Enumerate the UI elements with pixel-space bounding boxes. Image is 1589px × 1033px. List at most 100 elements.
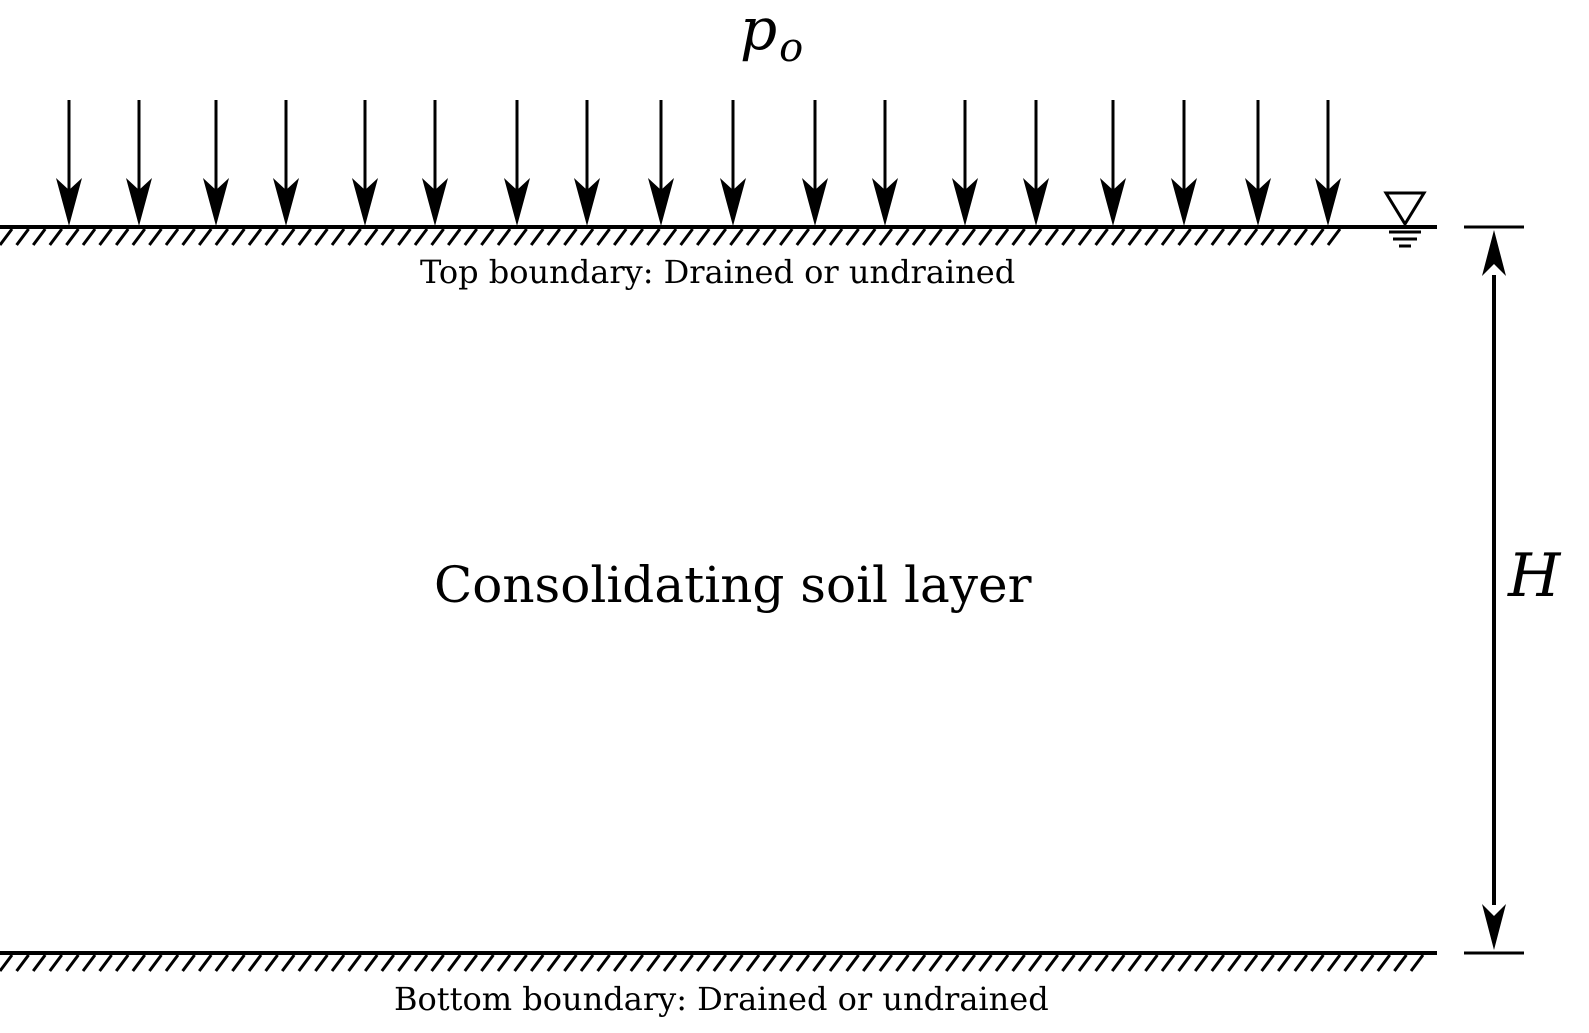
hatch-mark <box>247 954 263 972</box>
hatch-mark <box>463 228 478 246</box>
hatch-mark <box>629 954 644 972</box>
hatch-mark <box>1359 954 1375 972</box>
bottom-boundary-hatching <box>0 954 1425 972</box>
hatch-mark <box>845 954 860 972</box>
hatch-mark <box>1409 954 1425 972</box>
hatch-mark <box>1077 228 1093 246</box>
hatch-mark <box>264 954 279 972</box>
hatch-mark <box>945 228 960 246</box>
load-arrow <box>720 100 746 226</box>
hatch-mark <box>347 954 362 972</box>
hatch-mark <box>828 954 844 972</box>
hatch-mark <box>812 228 827 246</box>
hatch-mark <box>1210 954 1226 972</box>
dimension-arrowhead-top <box>1482 230 1506 276</box>
hatch-mark <box>862 228 877 246</box>
hatch-mark <box>0 954 14 972</box>
hatch-mark <box>895 954 910 972</box>
hatch-mark <box>181 228 196 246</box>
hatch-mark <box>48 954 63 972</box>
hatch-mark <box>945 954 960 972</box>
hatch-mark <box>380 228 395 246</box>
layer-label: Consolidating soil layer <box>434 556 1032 614</box>
hatch-mark <box>1310 228 1325 246</box>
hatch-mark <box>712 954 727 972</box>
hatch-mark <box>1177 954 1192 972</box>
hatch-mark <box>696 954 711 972</box>
hatch-mark <box>131 228 147 246</box>
hatch-mark <box>1061 228 1076 246</box>
hatch-mark <box>729 228 744 246</box>
hatch-mark <box>181 954 196 972</box>
hatch-mark <box>828 228 844 246</box>
hatch-mark <box>281 228 296 246</box>
hatch-mark <box>613 228 628 246</box>
hatch-mark <box>447 228 462 246</box>
hatch-mark <box>878 954 893 972</box>
hatch-mark <box>413 954 429 972</box>
hatch-mark <box>513 954 528 972</box>
hatch-mark <box>131 954 147 972</box>
hatch-mark <box>795 228 810 246</box>
hatch-mark <box>413 228 429 246</box>
hatch-mark <box>347 228 362 246</box>
hatch-mark <box>48 228 63 246</box>
hatch-mark <box>928 954 943 972</box>
load-arrow <box>273 100 299 226</box>
load-arrow <box>872 100 898 226</box>
load-label: po <box>740 0 803 68</box>
hatch-mark <box>762 228 777 246</box>
thickness-label: H <box>1508 541 1561 611</box>
hatch-mark <box>98 954 113 972</box>
load-symbol: p <box>740 0 778 63</box>
hatch-mark <box>530 954 545 972</box>
hatch-mark <box>1193 954 1209 972</box>
hatch-mark <box>862 954 877 972</box>
hatch-mark <box>314 954 329 972</box>
hatch-mark <box>563 954 578 972</box>
hatch-mark <box>1193 228 1209 246</box>
load-arrows <box>56 100 1341 226</box>
hatch-mark <box>214 954 230 972</box>
hatch-mark <box>596 228 611 246</box>
hatch-mark <box>314 228 329 246</box>
hatch-mark <box>961 954 976 972</box>
hatch-mark <box>1110 228 1126 246</box>
load-arrow <box>574 100 600 226</box>
top-boundary-hatching <box>0 228 1342 246</box>
hatch-mark <box>297 228 312 246</box>
hatch-mark <box>397 954 412 972</box>
hatch-mark <box>646 954 661 972</box>
hatch-mark <box>1044 954 1060 972</box>
hatch-mark <box>15 954 30 972</box>
hatch-mark <box>1011 228 1026 246</box>
hatch-mark <box>1227 954 1242 972</box>
hatch-mark <box>1027 228 1043 246</box>
hatch-mark <box>662 228 678 246</box>
hatch-mark <box>1077 954 1093 972</box>
hatch-mark <box>463 954 478 972</box>
hatch-mark <box>712 228 727 246</box>
hatch-mark <box>779 228 794 246</box>
hatch-mark <box>32 228 47 246</box>
hatch-mark <box>65 228 80 246</box>
hatch-mark <box>214 228 230 246</box>
hatch-mark <box>1011 954 1026 972</box>
hatch-mark <box>1210 228 1226 246</box>
hatch-mark <box>1276 228 1292 246</box>
hatch-mark <box>281 954 296 972</box>
hatch-mark <box>729 954 744 972</box>
load-arrow <box>802 100 828 226</box>
hatch-mark <box>679 228 694 246</box>
hatch-mark <box>480 228 495 246</box>
load-arrow <box>56 100 82 226</box>
hatch-mark <box>662 954 678 972</box>
hatch-mark <box>646 228 661 246</box>
load-arrow <box>203 100 229 226</box>
hatch-mark <box>994 228 1010 246</box>
hatch-mark <box>1343 954 1358 972</box>
hatch-mark <box>447 954 462 972</box>
load-arrow <box>1100 100 1126 226</box>
hatch-mark <box>430 954 445 972</box>
